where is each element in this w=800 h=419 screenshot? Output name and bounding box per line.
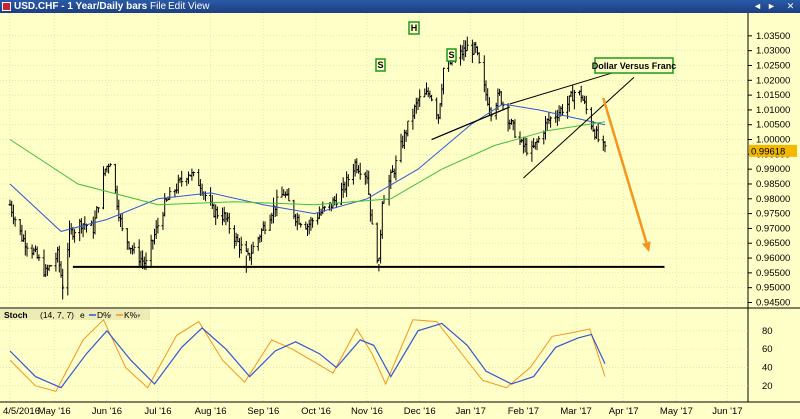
last-price-badge: 0.99618 xyxy=(749,144,797,157)
neckline xyxy=(431,106,511,141)
time-tick-label: May '17 xyxy=(660,406,693,417)
price-chart[interactable]: S H S Dollar Versus Franc 1.03500 1.03000… xyxy=(0,13,800,419)
channel-lower-line xyxy=(523,76,635,179)
price-tick-label: 0.98500 xyxy=(756,179,790,190)
menu-edit[interactable]: Edit xyxy=(168,1,186,12)
pattern-label-text: S xyxy=(377,60,383,70)
time-tick-label: Sep '16 xyxy=(247,406,279,417)
time-tick-label: Jun '17 xyxy=(712,406,742,417)
annotation-dollar-versus-franc: Dollar Versus Franc xyxy=(592,57,677,74)
stoch-params-icon: e xyxy=(80,310,85,320)
pattern-label-left-shoulder: S xyxy=(375,58,386,72)
price-tick-label: 1.02500 xyxy=(756,60,790,71)
stoch-tick-label: 60 xyxy=(762,344,773,355)
time-tick-label: Jun '16 xyxy=(92,406,122,417)
menu-view[interactable]: View xyxy=(188,1,210,12)
price-tick-label: 1.03500 xyxy=(756,31,790,42)
stoch-header xyxy=(0,309,150,320)
moving-average-fast xyxy=(9,103,606,232)
stoch-tick-label: 20 xyxy=(762,381,773,392)
grid xyxy=(0,13,748,402)
close-icon[interactable]: ✕ xyxy=(786,1,795,11)
pattern-label-head: H xyxy=(408,21,420,35)
app-icon xyxy=(2,2,11,11)
price-tick-label: 1.00000 xyxy=(756,135,790,146)
price-tick-label: 0.97000 xyxy=(756,223,790,234)
price-axis: 1.03500 1.03000 1.02500 1.02000 1.01500 1.010… xyxy=(748,31,790,308)
forecast-arrow-head xyxy=(642,241,651,253)
scroll-left-icon[interactable]: ◄ xyxy=(753,1,762,11)
time-axis-bg xyxy=(0,402,800,419)
menu-file[interactable]: File xyxy=(150,1,167,12)
title-bar[interactable]: USD.CHF - 1 Year/Daily bars File Edit Vi… xyxy=(0,0,800,13)
stoch-title: Stoch xyxy=(4,310,28,320)
price-tick-label: 0.95500 xyxy=(756,268,790,279)
stoch-params: (14, 7, 7) xyxy=(40,310,74,320)
price-tick-label: 0.94500 xyxy=(756,297,790,308)
time-tick-label: Nov '16 xyxy=(351,406,383,417)
pattern-label-right-shoulder: S xyxy=(446,48,457,62)
time-tick-label: Mar '17 xyxy=(560,406,591,417)
time-tick-label: Apr '17 xyxy=(609,406,639,417)
price-tick-label: 0.99000 xyxy=(756,164,790,175)
price-tick-label: 0.98000 xyxy=(756,194,790,205)
annotation-text: Dollar Versus Franc xyxy=(592,61,677,71)
window-title: USD.CHF - 1 Year/Daily bars xyxy=(14,1,148,12)
price-tick-label: 1.00500 xyxy=(756,120,790,131)
stoch-tick-label: 40 xyxy=(762,362,773,373)
moving-average-slow xyxy=(9,121,606,206)
scroll-right-icon[interactable]: ► xyxy=(767,1,776,11)
time-tick-label: Oct '16 xyxy=(301,406,331,417)
time-tick-label: May '16 xyxy=(38,406,71,417)
time-tick-label: Jan '17 xyxy=(456,406,486,417)
stoch-d-line xyxy=(9,322,606,389)
stoch-axis: 80 60 40 20 xyxy=(762,326,773,392)
pattern-label-text: S xyxy=(448,50,454,60)
pattern-label-text: H xyxy=(411,23,418,33)
price-tick-label: 0.97500 xyxy=(756,209,790,220)
forecast-arrow xyxy=(602,97,648,243)
time-tick-label: 4/5/2016 xyxy=(3,406,40,417)
stoch-k-line xyxy=(9,318,606,392)
legend-k-label: K% xyxy=(124,310,138,320)
legend-k-dropdown-icon[interactable]: ▾ xyxy=(137,313,141,320)
price-tick-label: 0.96000 xyxy=(756,253,790,264)
time-tick-label: Jul '16 xyxy=(144,406,171,417)
price-tick-label: 1.03000 xyxy=(756,46,790,57)
price-tick-label: 0.95000 xyxy=(756,283,790,294)
legend-d-dropdown-icon[interactable]: ▾ xyxy=(108,313,112,320)
time-tick-label: Dec '16 xyxy=(404,406,436,417)
time-tick-label: Feb '17 xyxy=(508,406,539,417)
price-tick-label: 1.01500 xyxy=(756,90,790,101)
legend-d-label: D% xyxy=(97,310,111,320)
price-tick-label: 1.02000 xyxy=(756,75,790,86)
time-tick-label: Aug '16 xyxy=(195,406,227,417)
price-tick-label: 0.96500 xyxy=(756,238,790,249)
price-tick-label: 1.01000 xyxy=(756,105,790,116)
stoch-tick-label: 80 xyxy=(762,326,773,337)
last-price-value: 0.99618 xyxy=(751,146,785,157)
channel-upper-line xyxy=(509,67,628,105)
